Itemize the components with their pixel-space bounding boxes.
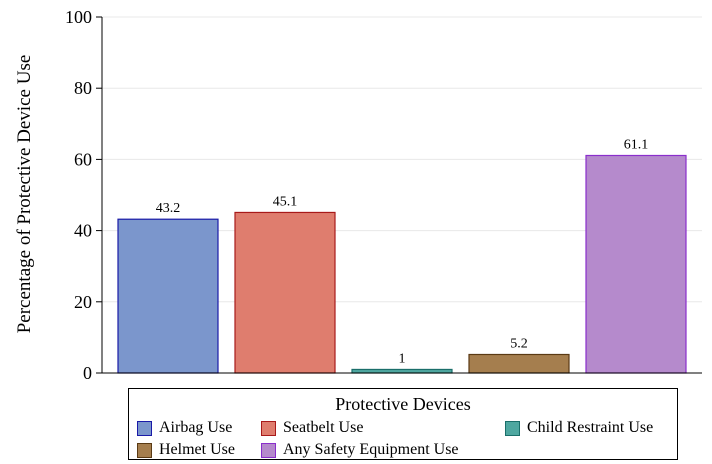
legend-label-airbag: Airbag Use [159,419,233,436]
legend: Protective Devices Airbag Use Seatbelt U… [128,388,678,460]
legend-swatch-any-safety [261,442,276,458]
legend-item-seatbelt: Seatbelt Use [261,419,363,437]
data-label-1: 45.1 [273,194,298,209]
bar-0 [117,218,219,374]
bar-4 [585,154,687,374]
legend-item-child-restraint: Child Restraint Use [505,419,653,437]
bar-2 [351,368,453,374]
legend-swatch-helmet [137,442,152,458]
legend-swatch-child-restraint [505,420,520,436]
bar-3 [468,353,570,374]
data-label-3: 5.2 [510,336,528,351]
legend-label-helmet: Helmet Use [159,441,235,458]
legend-item-helmet: Helmet Use [137,441,235,459]
y-tick-label: 60 [74,149,92,169]
y-tick-label: 100 [65,7,92,27]
legend-item-any-safety: Any Safety Equipment Use [261,441,459,459]
y-tick-label: 40 [74,221,92,241]
legend-swatch-seatbelt [261,420,276,436]
legend-label-any-safety: Any Safety Equipment Use [283,441,459,458]
data-label-4: 61.1 [624,137,649,152]
data-label-2: 1 [399,351,406,366]
bars [117,154,687,374]
bar-1 [234,211,336,374]
legend-label-seatbelt: Seatbelt Use [283,419,364,436]
y-axis-label: Percentage of Protective Device Use [14,55,35,334]
legend-label-child-restraint: Child Restraint Use [527,419,654,436]
data-label-0: 43.2 [156,201,181,216]
legend-title: Protective Devices [335,394,471,414]
y-tick-label: 20 [74,292,92,312]
data-labels: 43.2 45.1 1 5.2 61.1 [156,137,649,366]
legend-item-airbag: Airbag Use [137,419,232,437]
legend-swatch-airbag [137,420,152,436]
bar-chart: 43.2 45.1 1 5.2 61.1 0 20 40 60 80 100 Percentage… [14,7,702,383]
y-axis: 0 20 40 60 80 100 [65,7,702,383]
y-tick-label: 80 [74,78,92,98]
y-tick-label: 0 [83,363,92,383]
